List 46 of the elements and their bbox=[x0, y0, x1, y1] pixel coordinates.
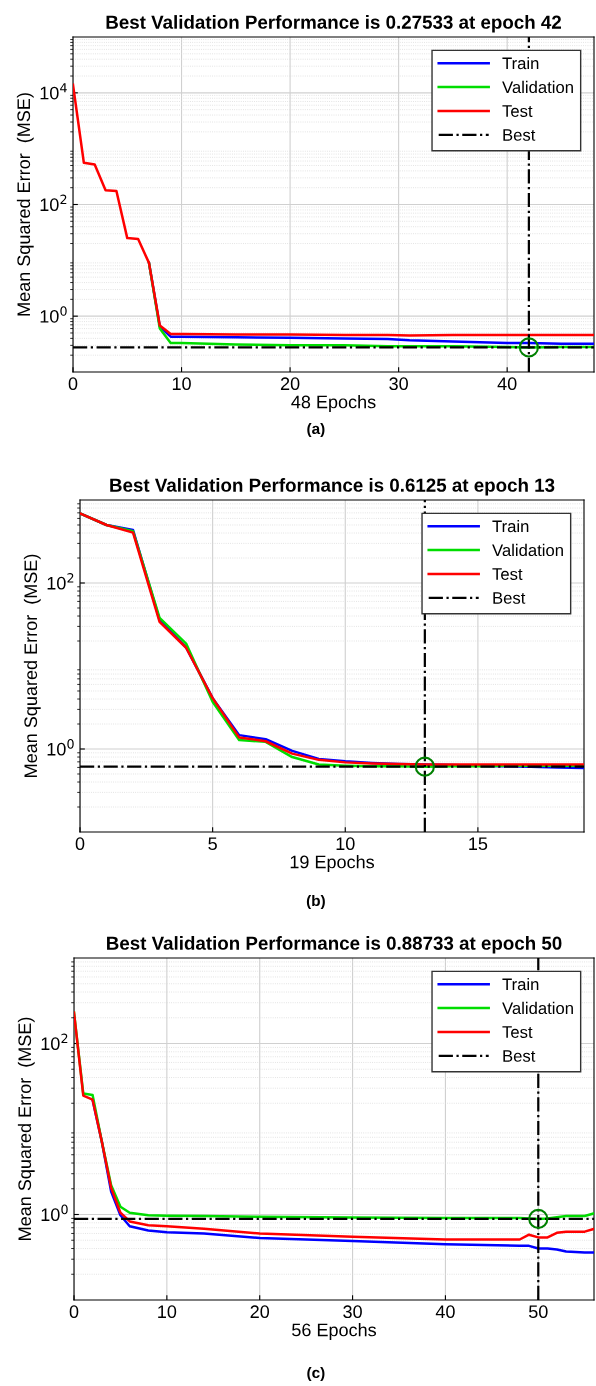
legend-label: Test bbox=[502, 105, 533, 117]
x-tick-label: 0 bbox=[68, 377, 78, 391]
legend-label: Train bbox=[502, 978, 539, 991]
y-axis-title: Mean Squared Error (MSE) bbox=[17, 1017, 35, 1240]
legend-label: Validation bbox=[502, 1001, 573, 1015]
x-tick-label: 10 bbox=[158, 1305, 177, 1319]
legend-label: Best bbox=[493, 592, 526, 604]
x-axis-title: 19 Epochs bbox=[290, 855, 375, 872]
chart-title: Best Validation Performance is 0.88733 at epoch 50 bbox=[107, 936, 562, 954]
y-tick-label: 10$^{2}$ bbox=[41, 1033, 68, 1051]
y-tick-label: 10$^{0}$ bbox=[47, 739, 74, 756]
x-tick-label: 0 bbox=[69, 1305, 79, 1319]
x-tick-label: 20 bbox=[250, 1305, 270, 1319]
text: (b) bbox=[306, 894, 325, 910]
x-axis-title: 48 Epochs bbox=[291, 395, 376, 412]
chart-title: Best Validation Performance is 0.27533 at epoch 42 bbox=[106, 15, 561, 33]
y-tick-label: 10$^{2}$ bbox=[40, 194, 67, 212]
x-axis-title: 56 Epochs bbox=[292, 1323, 377, 1340]
legend-label: Train bbox=[502, 57, 539, 70]
x-tick-label: 40 bbox=[497, 377, 517, 391]
x-tick-label: 50 bbox=[528, 1305, 548, 1319]
legend-label: Test bbox=[492, 568, 523, 580]
legend-label: Validation bbox=[492, 543, 563, 557]
text: (a) bbox=[307, 422, 325, 438]
chart-title: Best Validation Performance is 0.6125 at epoch 13 bbox=[110, 478, 555, 496]
y-tick-label: 10$^{0}$ bbox=[41, 1204, 68, 1222]
x-tick-label: 10 bbox=[172, 377, 191, 391]
legend-label: Validation bbox=[502, 80, 573, 94]
y-tick-label: 10$^{4}$ bbox=[40, 83, 67, 100]
text: (c) bbox=[307, 1366, 325, 1382]
legend-label: Best bbox=[503, 129, 536, 141]
x-tick-label: 40 bbox=[435, 1305, 455, 1319]
x-tick-label: 5 bbox=[208, 837, 217, 851]
y-tick-label: 10$^{2}$ bbox=[47, 573, 74, 590]
y-axis-title: Mean Squared Error (MSE) bbox=[23, 554, 41, 777]
y-tick-label: 10$^{0}$ bbox=[40, 306, 67, 323]
x-tick-label: 30 bbox=[389, 377, 408, 391]
legend-label: Train bbox=[492, 520, 529, 533]
x-tick-label: 20 bbox=[280, 377, 300, 391]
legend-label: Test bbox=[502, 1026, 533, 1038]
x-tick-label: 15 bbox=[469, 837, 488, 851]
y-axis-title: Mean Squared Error (MSE) bbox=[16, 93, 34, 316]
x-tick-label: 0 bbox=[75, 837, 85, 851]
x-tick-label: 30 bbox=[343, 1305, 362, 1319]
legend-label: Best bbox=[503, 1050, 536, 1062]
x-tick-label: 10 bbox=[336, 837, 355, 851]
